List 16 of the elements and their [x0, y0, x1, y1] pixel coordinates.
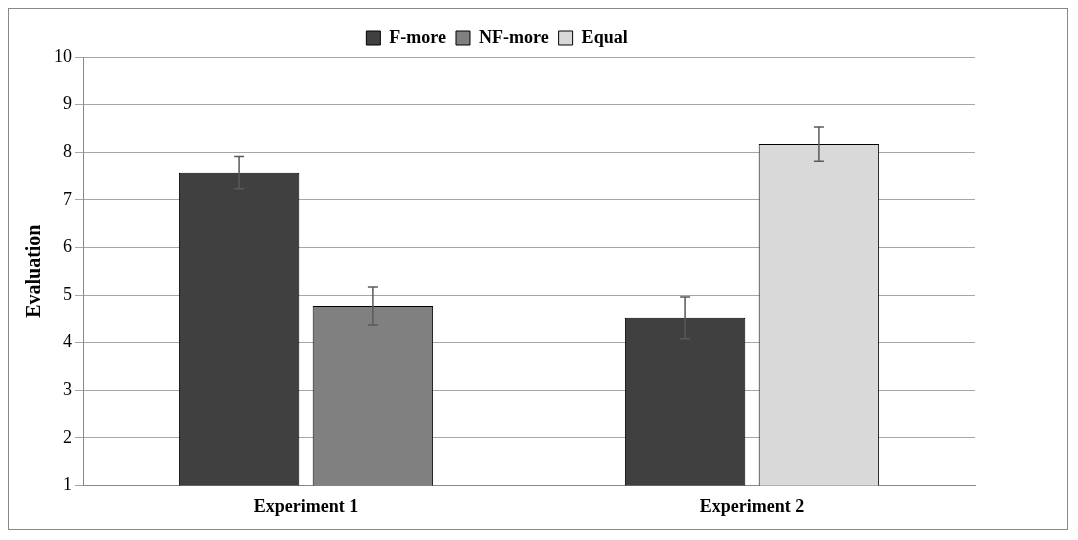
- y-tick-label: 5: [63, 283, 72, 304]
- y-axis-title: Evaluation: [22, 224, 45, 318]
- y-tick-label: 7: [63, 188, 72, 209]
- x-tick-label: Experiment 2: [699, 495, 805, 516]
- y-tick-label: 4: [63, 331, 72, 352]
- y-tick-label: 9: [63, 93, 72, 114]
- legend-label: Equal: [581, 26, 628, 47]
- y-tick-label: 10: [54, 45, 72, 66]
- y-tick-label: 6: [63, 236, 72, 257]
- y-tick-label: 2: [63, 426, 72, 447]
- y-tick-label: 3: [63, 378, 72, 399]
- legend-label: F-more: [389, 26, 446, 47]
- legend-label: NF-more: [478, 26, 549, 47]
- x-tick-label: Experiment 1: [253, 495, 359, 516]
- y-tick-label: 8: [63, 140, 72, 161]
- y-tick-label: 1: [63, 474, 72, 495]
